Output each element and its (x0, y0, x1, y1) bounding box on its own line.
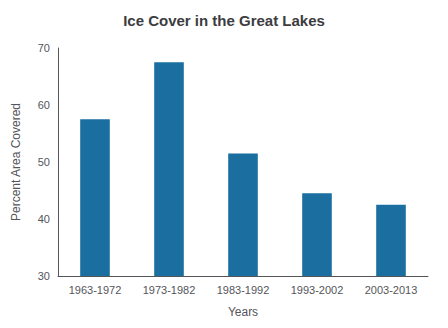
svg-text:Percent Area Covered: Percent Area Covered (9, 103, 23, 221)
svg-text:Years: Years (228, 305, 258, 319)
svg-text:1973-1982: 1973-1982 (143, 284, 196, 296)
svg-text:60: 60 (38, 99, 50, 111)
svg-text:1963-1972: 1963-1972 (69, 284, 122, 296)
svg-text:2003-2013: 2003-2013 (365, 284, 418, 296)
svg-text:30: 30 (38, 270, 50, 282)
svg-text:1983-1992: 1983-1992 (217, 284, 270, 296)
svg-text:1993-2002: 1993-2002 (291, 284, 344, 296)
svg-text:70: 70 (38, 42, 50, 54)
svg-text:50: 50 (38, 156, 50, 168)
svg-text:40: 40 (38, 213, 50, 225)
svg-text:Ice Cover in the Great Lakes: Ice Cover in the Great Lakes (123, 12, 325, 29)
